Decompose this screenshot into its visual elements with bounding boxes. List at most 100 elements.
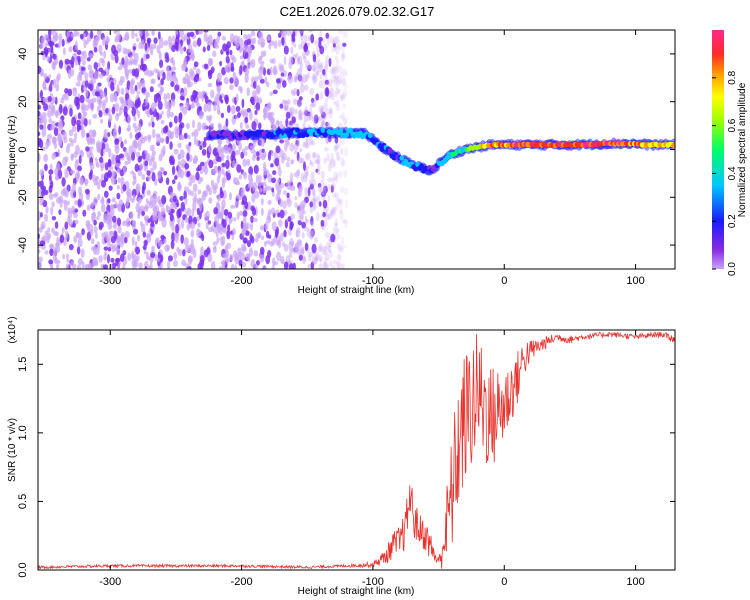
noise-point — [113, 243, 118, 252]
noise-point — [313, 75, 318, 82]
noise-point — [193, 128, 199, 138]
noise-point — [332, 259, 338, 265]
noise-point — [344, 84, 348, 89]
noise-point — [297, 204, 303, 212]
noise-point — [86, 57, 91, 62]
noise-point — [213, 104, 217, 112]
noise-point — [69, 59, 73, 65]
noise-point — [335, 35, 339, 45]
noise-point — [205, 210, 210, 220]
noise-point — [326, 122, 331, 128]
noise-point — [247, 57, 251, 64]
noise-point — [50, 206, 54, 216]
noise-point — [201, 122, 207, 131]
noise-point — [274, 228, 279, 239]
noise-point — [100, 180, 107, 188]
noise-point — [152, 161, 157, 170]
noise-point — [191, 119, 195, 129]
noise-point — [199, 161, 205, 167]
noise-point — [165, 204, 169, 212]
noise-point — [341, 111, 345, 122]
noise-point — [242, 111, 246, 118]
noise-point — [116, 251, 121, 256]
noise-point — [267, 151, 272, 161]
noise-point — [95, 85, 100, 93]
noise-point — [307, 64, 312, 72]
noise-point — [52, 104, 56, 115]
noise-point — [176, 208, 182, 219]
noise-point — [295, 230, 301, 238]
noise-point — [120, 176, 125, 187]
noise-point — [216, 212, 222, 218]
noise-point — [329, 210, 334, 220]
noise-point — [233, 217, 237, 222]
noise-point — [340, 237, 345, 245]
noise-point — [169, 213, 174, 222]
noise-point — [309, 183, 314, 190]
noise-point — [130, 88, 135, 95]
noise-point — [184, 186, 189, 192]
noise-point — [166, 92, 171, 100]
noise-point — [304, 196, 309, 204]
bottom-plot-frame — [37, 329, 676, 571]
noise-point — [93, 225, 98, 234]
noise-point — [329, 259, 333, 267]
noise-point — [325, 32, 330, 39]
noise-point — [86, 132, 90, 138]
noise-point — [39, 212, 43, 218]
noise-point — [245, 124, 250, 129]
noise-point — [310, 33, 315, 44]
noise-point — [324, 147, 329, 152]
noise-point — [261, 181, 267, 186]
noise-point — [318, 201, 322, 207]
noise-point — [192, 40, 198, 48]
noise-point — [48, 74, 52, 79]
noise-point — [74, 132, 78, 140]
noise-point — [179, 104, 185, 112]
noise-point — [104, 35, 110, 46]
noise-point — [88, 223, 94, 233]
noise-point — [166, 72, 171, 82]
noise-point — [190, 104, 196, 109]
noise-point — [283, 56, 287, 66]
noise-point — [344, 30, 348, 40]
noise-point — [344, 118, 349, 123]
noise-point — [258, 31, 264, 41]
noise-point — [319, 73, 323, 80]
noise-point — [344, 70, 349, 77]
noise-point — [175, 30, 179, 35]
noise-point — [311, 188, 316, 196]
noise-point — [292, 185, 296, 192]
noise-point — [279, 209, 285, 219]
noise-point — [151, 245, 155, 252]
noise-point — [100, 163, 104, 172]
noise-point — [305, 74, 309, 82]
noise-point — [334, 222, 338, 227]
noise-point — [94, 90, 100, 97]
noise-point — [331, 65, 336, 72]
noise-point — [94, 232, 98, 239]
noise-point — [53, 127, 59, 137]
noise-point — [292, 31, 296, 37]
noise-point — [158, 199, 162, 206]
noise-point — [136, 90, 140, 96]
noise-point — [203, 30, 209, 33]
noise-point — [70, 260, 74, 267]
noise-point — [329, 159, 336, 169]
noise-point — [158, 51, 162, 60]
noise-point — [248, 166, 254, 176]
noise-point — [326, 139, 332, 144]
noise-point — [84, 79, 89, 89]
noise-point — [163, 40, 169, 46]
noise-point — [305, 142, 310, 148]
noise-point — [98, 221, 104, 229]
noise-point — [239, 121, 243, 130]
noise-point — [188, 181, 193, 187]
noise-point — [44, 163, 48, 172]
noise-point — [124, 236, 128, 244]
noise-point — [43, 73, 48, 80]
noise-point — [289, 221, 294, 229]
noise-point — [243, 151, 248, 156]
noise-point — [334, 99, 340, 107]
noise-point — [180, 201, 186, 212]
